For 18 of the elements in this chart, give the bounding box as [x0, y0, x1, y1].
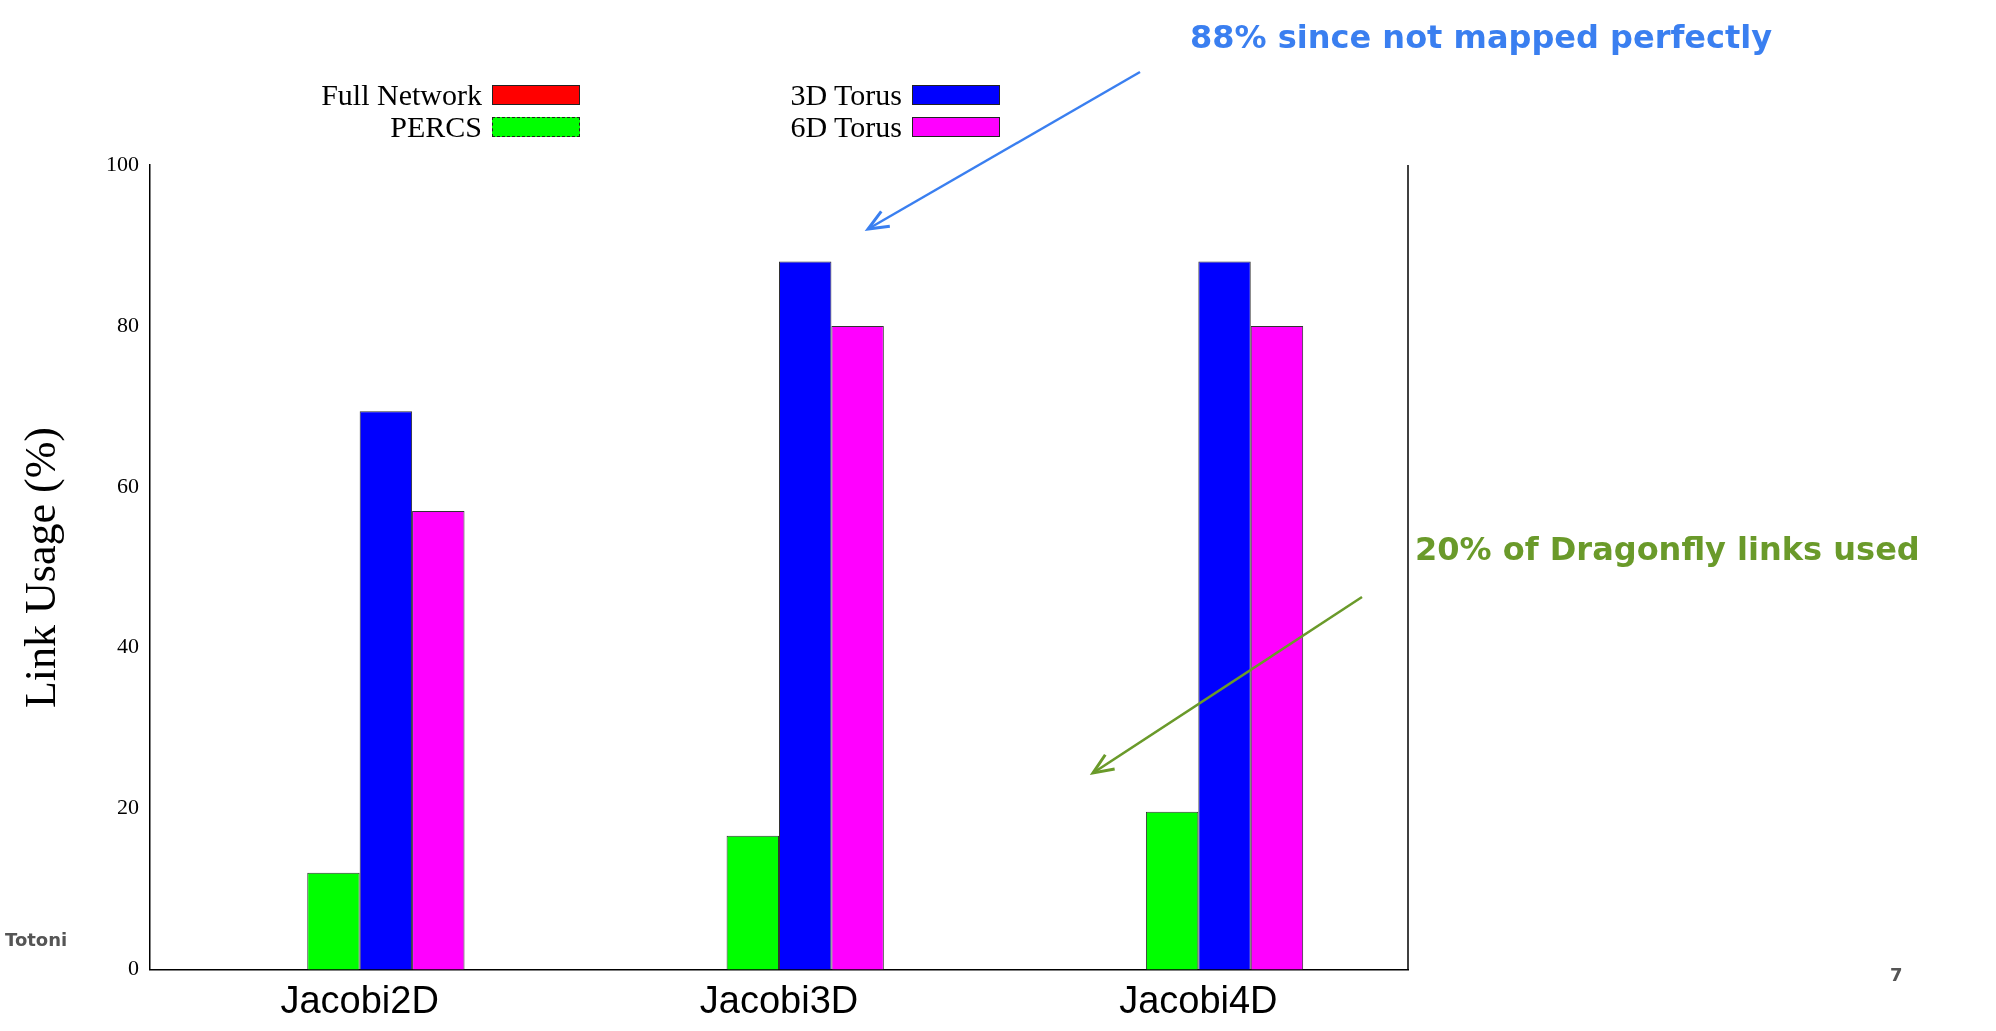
legend-label: 3D Torus	[790, 78, 902, 112]
text: 20% of Dragonfly links used	[1415, 530, 1920, 568]
y-axis-title: Link Usage (%)	[14, 426, 66, 708]
y-tick-label: 0	[128, 955, 139, 981]
y-tick-label: 40	[117, 633, 139, 659]
legend-label: 6D Torus	[790, 110, 902, 144]
y-tick-label: 100	[106, 150, 139, 176]
y-tick-label: 20	[117, 794, 139, 820]
x-tick-label: Jacobi4D	[1119, 978, 1278, 1021]
x-tick-label: Jacobi2D	[280, 978, 439, 1021]
x-tick-label: Jacobi3D	[699, 978, 859, 1021]
legend-label: Full Network	[321, 78, 482, 112]
text: 88% since not mapped perfectly	[1190, 18, 1773, 56]
y-tick-label: 80	[117, 311, 139, 337]
legend-label: PERCS	[390, 110, 482, 144]
text: Totoni	[5, 929, 68, 951]
y-tick-label: 60	[117, 472, 139, 498]
text: 7	[1890, 964, 1903, 986]
